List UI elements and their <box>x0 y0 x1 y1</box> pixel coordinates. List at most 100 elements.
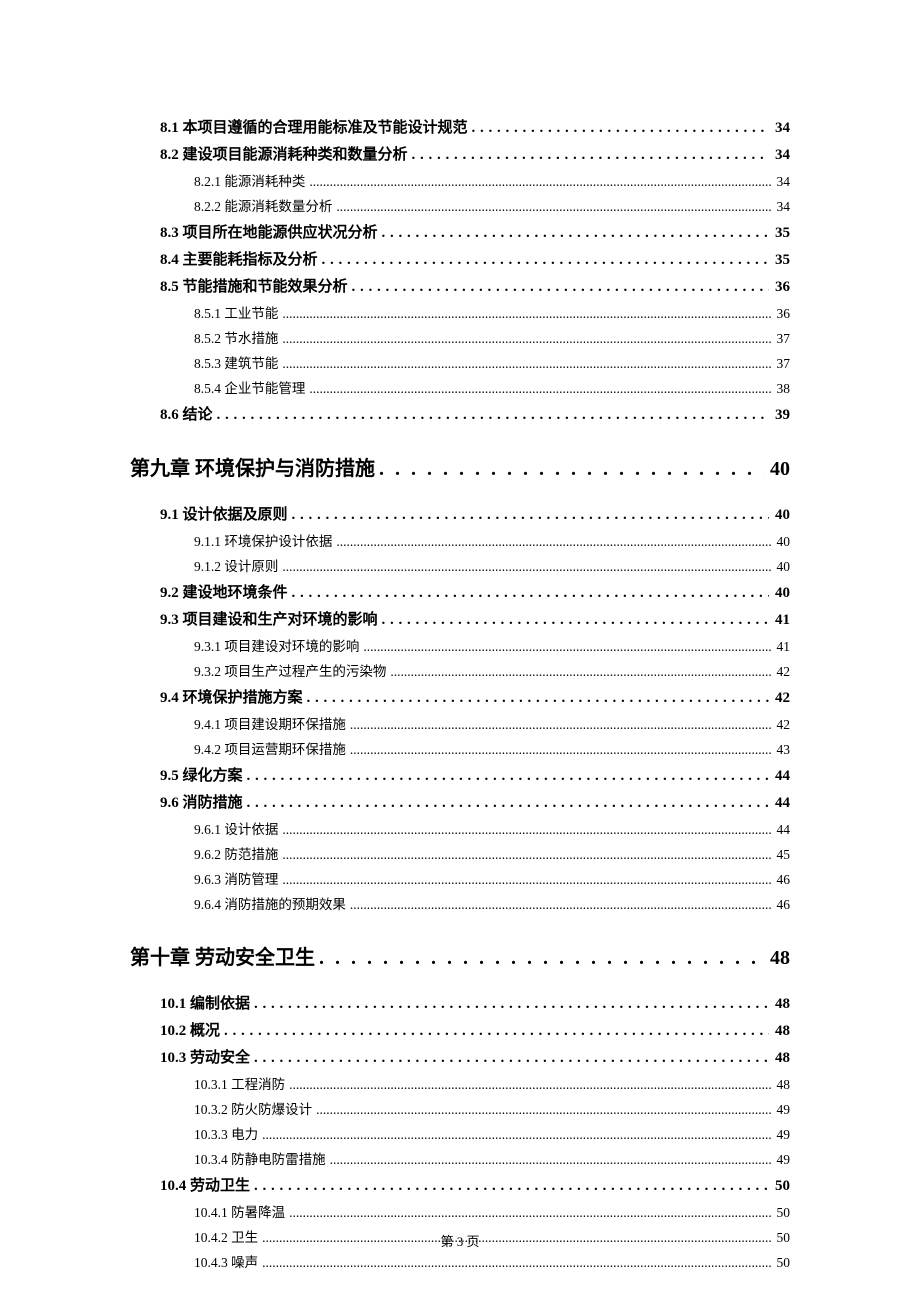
toc-leader-dots <box>282 822 770 838</box>
toc-entry-title: 10.3.3 电力 <box>194 1123 258 1143</box>
toc-entry-title: 9.2 建设地环境条件 <box>160 581 288 602</box>
toc-entry-title: 8.1 本项目遵循的合理用能标准及节能设计规范 <box>160 116 468 137</box>
table-of-contents: 8.1 本项目遵循的合理用能标准及节能设计规范348.2 建设项目能源消耗种类和… <box>130 116 790 1271</box>
toc-entry-page: 48 <box>768 947 790 970</box>
toc-entry-title: 8.5.3 建筑节能 <box>194 352 278 372</box>
toc-entry-page: 39 <box>773 407 790 424</box>
toc-entry-page: 36 <box>773 279 790 296</box>
toc-leader-dots <box>336 534 770 550</box>
toc-entry: 9.6.3 消防管理46 <box>194 868 790 888</box>
toc-entry-page: 48 <box>773 996 790 1013</box>
toc-entry: 8.1 本项目遵循的合理用能标准及节能设计规范 34 <box>160 116 790 137</box>
toc-entry-page: 42 <box>775 717 791 733</box>
toc-leader-dots <box>292 585 769 602</box>
toc-leader-dots <box>379 458 764 481</box>
toc-entry-title: 9.6.4 消防措施的预期效果 <box>194 893 346 913</box>
toc-leader-dots <box>289 1077 770 1093</box>
toc-entry-title: 8.3 项目所在地能源供应状况分析 <box>160 221 378 242</box>
toc-entry-page: 41 <box>775 639 791 655</box>
toc-entry-title: 9.6 消防措施 <box>160 791 243 812</box>
toc-entry-title: 9.4.2 项目运营期环保措施 <box>194 738 346 758</box>
toc-entry-title: 10.3.1 工程消防 <box>194 1073 285 1093</box>
toc-entry-title: 8.2.2 能源消耗数量分析 <box>194 195 332 215</box>
toc-entry-title: 8.5.2 节水措施 <box>194 327 278 347</box>
toc-leader-dots <box>350 742 771 758</box>
toc-leader-dots <box>254 996 769 1013</box>
toc-leader-dots <box>350 717 771 733</box>
toc-entry-title: 9.1.2 设计原则 <box>194 555 278 575</box>
toc-entry-page: 49 <box>775 1102 791 1118</box>
toc-entry-page: 50 <box>773 1178 790 1195</box>
toc-leader-dots <box>224 1023 769 1040</box>
toc-entry-title: 10.4.3 噪声 <box>194 1251 258 1271</box>
toc-leader-dots <box>322 252 769 269</box>
toc-leader-dots <box>282 872 770 888</box>
toc-entry: 9.5 绿化方案44 <box>160 764 790 785</box>
toc-entry: 9.4.2 项目运营期环保措施 43 <box>194 738 790 758</box>
toc-leader-dots <box>336 199 770 215</box>
toc-entry: 10.3.4 防静电防雷措施 49 <box>194 1148 790 1168</box>
toc-leader-dots <box>262 1255 770 1271</box>
toc-entry-title: 9.6.1 设计依据 <box>194 818 278 838</box>
toc-entry: 9.3.1 项目建设对环境的影响41 <box>194 635 790 655</box>
toc-entry-page: 34 <box>773 147 790 164</box>
toc-leader-dots <box>247 795 769 812</box>
toc-leader-dots <box>472 120 769 137</box>
toc-entry-title: 10.3.2 防火防爆设计 <box>194 1098 312 1118</box>
toc-entry-page: 49 <box>775 1152 791 1168</box>
toc-leader-dots <box>282 559 770 575</box>
toc-leader-dots <box>307 690 769 707</box>
toc-entry-title: 8.5 节能措施和节能效果分析 <box>160 275 348 296</box>
toc-leader-dots <box>309 174 770 190</box>
toc-leader-dots <box>363 639 770 655</box>
toc-entry: 10.4.1 防暑降温50 <box>194 1201 790 1221</box>
toc-leader-dots <box>316 1102 770 1118</box>
toc-entry-title: 9.5 绿化方案 <box>160 764 243 785</box>
toc-leader-dots <box>289 1205 770 1221</box>
toc-entry: 9.3.2 项目生产过程产生的污染物42 <box>194 660 790 680</box>
toc-entry: 9.3 项目建设和生产对环境的影响41 <box>160 608 790 629</box>
toc-entry-title: 9.4.1 项目建设期环保措施 <box>194 713 346 733</box>
toc-entry: 8.2 建设项目能源消耗种类和数量分析34 <box>160 143 790 164</box>
toc-entry-page: 34 <box>773 120 790 137</box>
toc-entry-title: 8.5.4 企业节能管理 <box>194 377 305 397</box>
toc-entry-title: 第十章 劳动安全卫生 <box>130 941 315 970</box>
toc-entry-title: 8.4 主要能耗指标及分析 <box>160 248 318 269</box>
toc-entry-title: 10.4 劳动卫生 <box>160 1174 250 1195</box>
toc-entry: 9.1.1 环境保护设计依据40 <box>194 530 790 550</box>
toc-entry-page: 40 <box>768 458 790 481</box>
toc-leader-dots <box>309 381 770 397</box>
toc-entry-title: 9.1 设计依据及原则 <box>160 503 288 524</box>
toc-entry: 8.5.3 建筑节能 37 <box>194 352 790 372</box>
toc-leader-dots <box>412 147 769 164</box>
toc-entry-page: 43 <box>775 742 791 758</box>
toc-entry-title: 9.6.3 消防管理 <box>194 868 278 888</box>
toc-entry-title: 10.3.4 防静电防雷措施 <box>194 1148 326 1168</box>
toc-entry-title: 8.5.1 工业节能 <box>194 302 278 322</box>
toc-entry-page: 34 <box>775 199 791 215</box>
toc-entry: 8.6 结论39 <box>160 403 790 424</box>
toc-entry: 9.6.2 防范措施45 <box>194 843 790 863</box>
toc-entry-page: 50 <box>775 1255 791 1271</box>
toc-entry-page: 37 <box>775 356 791 372</box>
toc-entry-page: 38 <box>775 381 791 397</box>
toc-leader-dots <box>254 1178 769 1195</box>
toc-entry-title: 9.3 项目建设和生产对环境的影响 <box>160 608 378 629</box>
toc-leader-dots <box>382 612 769 629</box>
toc-entry: 9.1.2 设计原则40 <box>194 555 790 575</box>
toc-entry: 9.2 建设地环境条件40 <box>160 581 790 602</box>
toc-entry-page: 46 <box>775 897 791 913</box>
toc-entry: 8.5.4 企业节能管理 38 <box>194 377 790 397</box>
toc-entry-title: 8.2.1 能源消耗种类 <box>194 170 305 190</box>
toc-entry-page: 40 <box>775 534 791 550</box>
toc-leader-dots <box>330 1152 771 1168</box>
toc-entry: 8.3 项目所在地能源供应状况分析35 <box>160 221 790 242</box>
toc-entry-title: 9.3.2 项目生产过程产生的污染物 <box>194 660 386 680</box>
toc-leader-dots <box>319 947 764 970</box>
toc-entry: 第十章 劳动安全卫生 48 <box>130 941 790 970</box>
toc-entry: 9.4.1 项目建设期环保措施 42 <box>194 713 790 733</box>
toc-entry: 8.5.1 工业节能36 <box>194 302 790 322</box>
toc-leader-dots <box>217 407 769 424</box>
toc-entry-page: 48 <box>773 1050 790 1067</box>
toc-entry-page: 45 <box>775 847 791 863</box>
